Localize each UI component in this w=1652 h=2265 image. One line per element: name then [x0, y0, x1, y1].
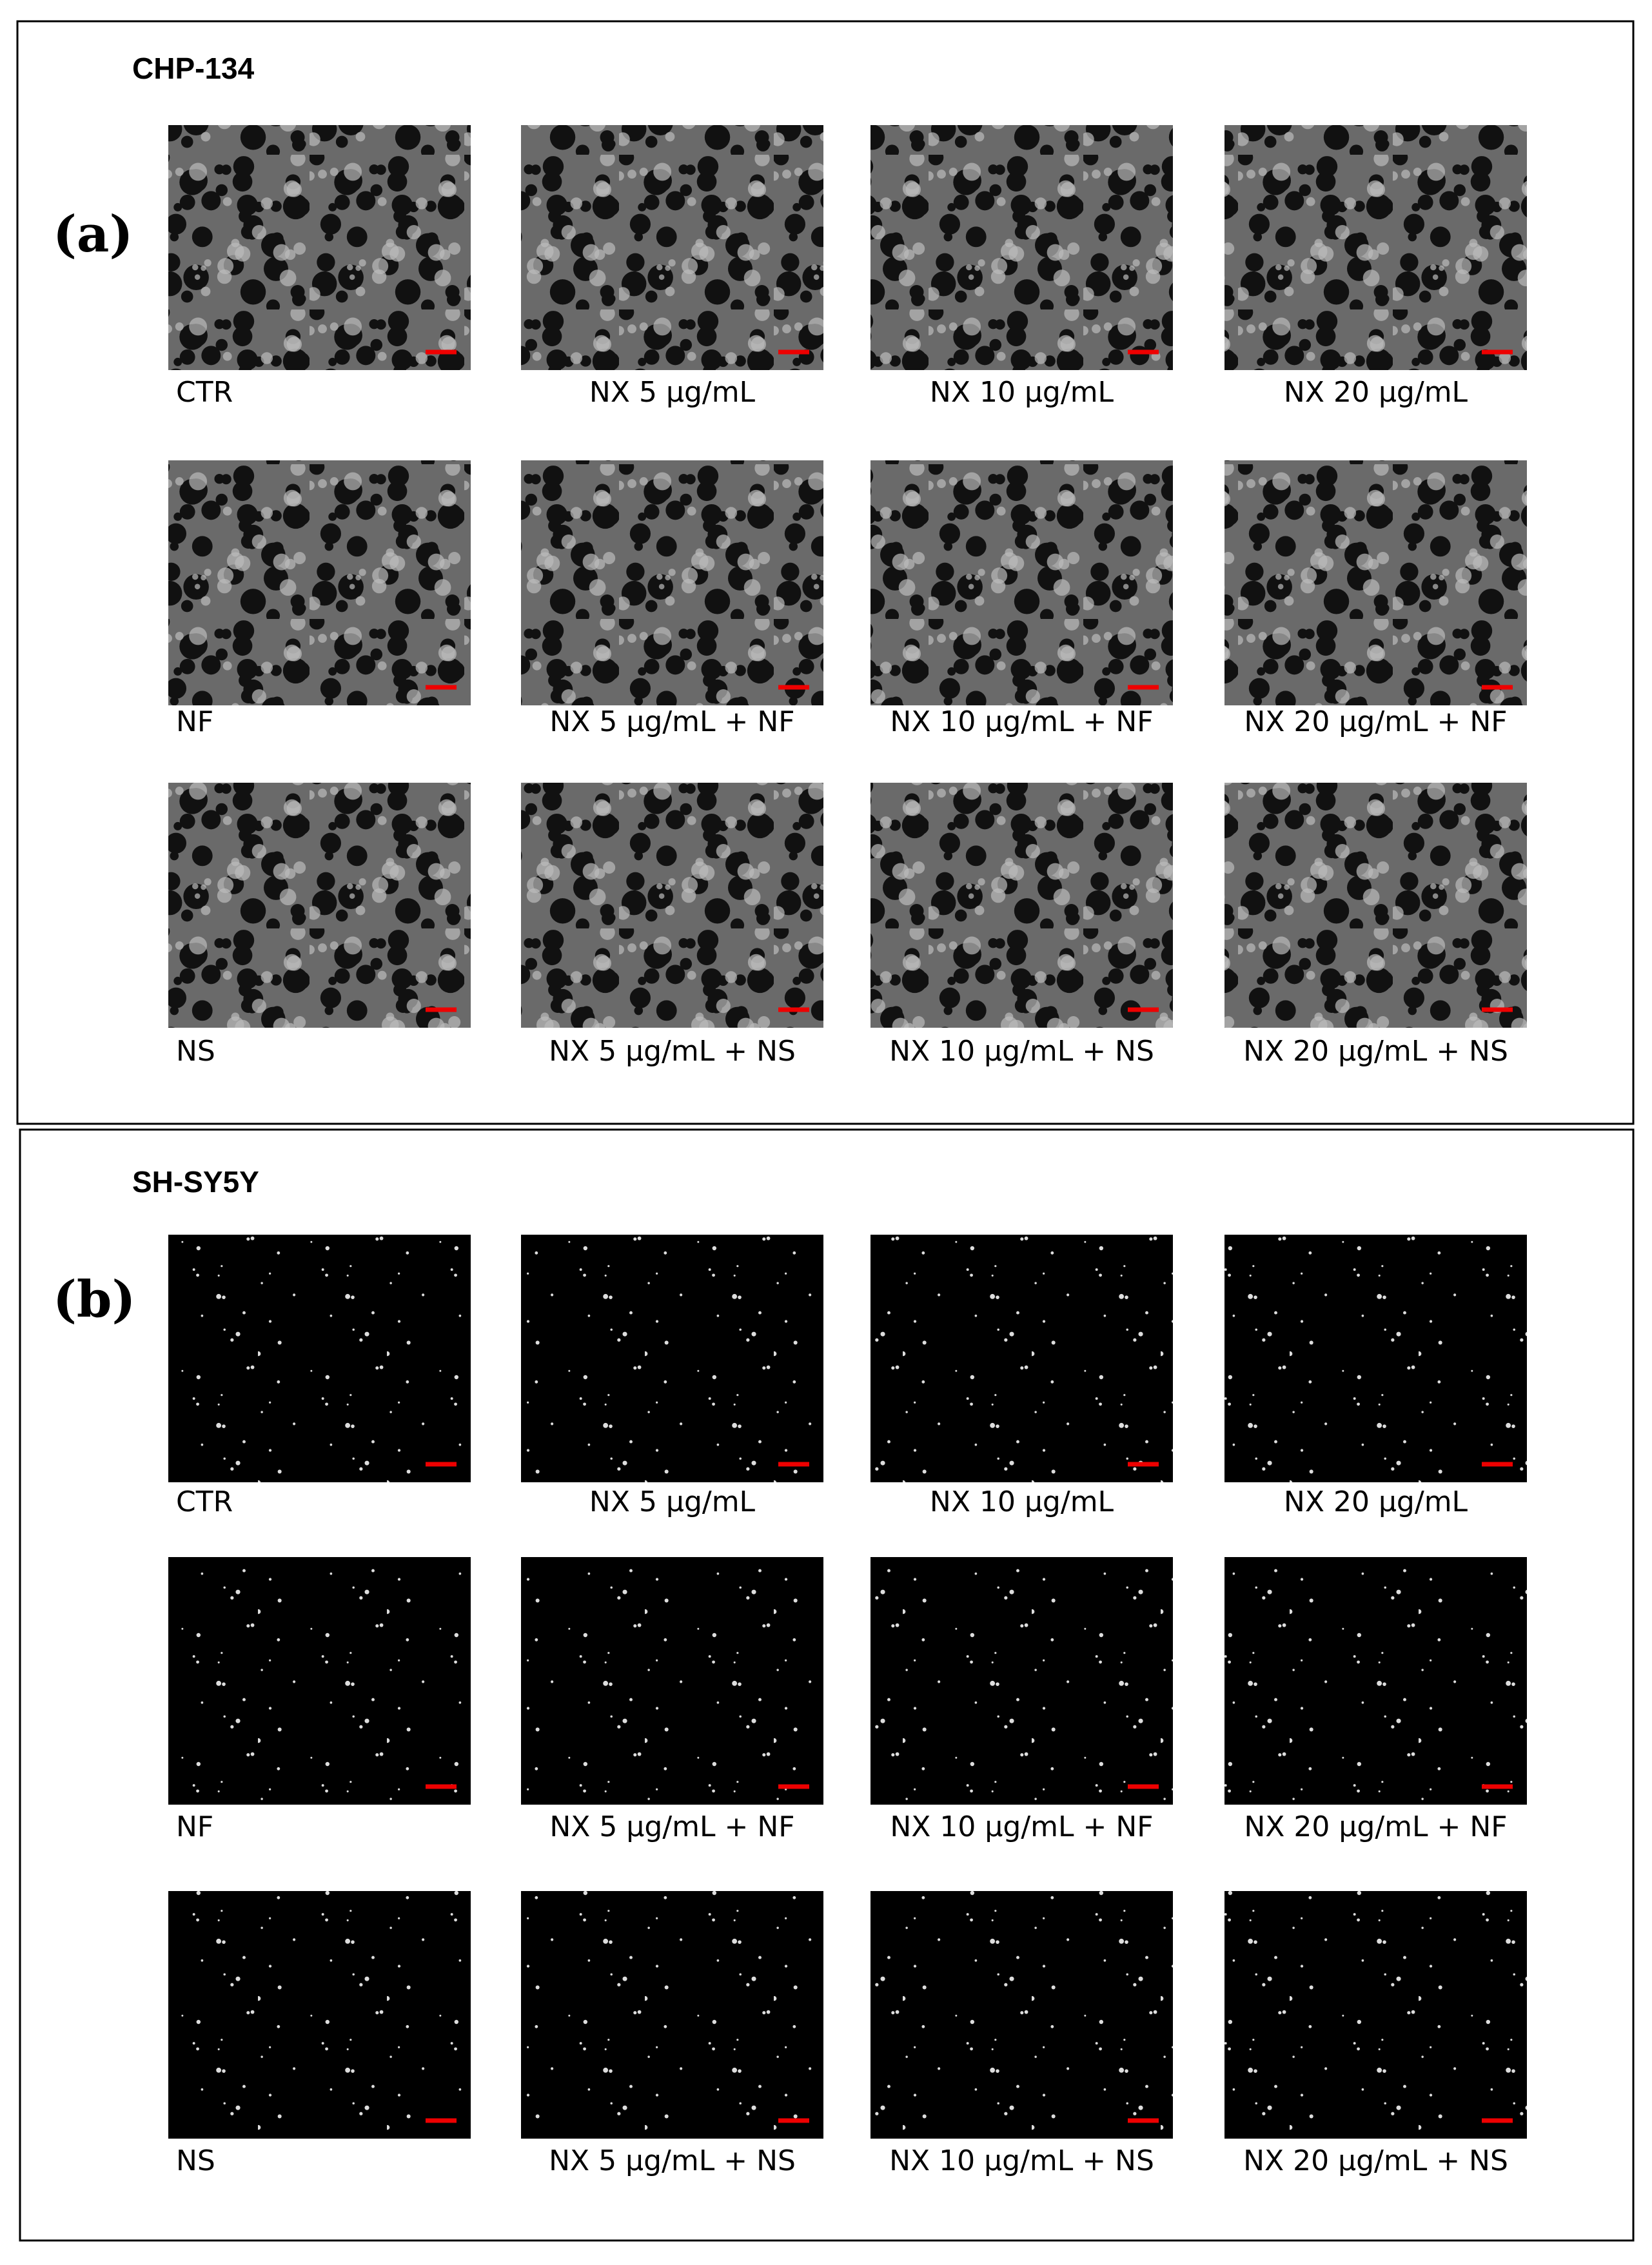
- micrograph: [168, 460, 471, 705]
- micrograph: [870, 783, 1173, 1028]
- micrograph: [168, 1235, 471, 1482]
- micrograph: [1224, 1891, 1527, 2139]
- panel-frame: [16, 20, 1635, 1125]
- micrograph: [521, 1891, 823, 2139]
- image-caption: NX 5 μg/mL + NS: [549, 1035, 796, 1068]
- panel-frame: [19, 1128, 1635, 2242]
- micrograph: [521, 125, 823, 370]
- image-caption: NX 5 μg/mL + NF: [549, 705, 794, 738]
- image-caption: NX 20 μg/mL: [1284, 1485, 1468, 1518]
- image-caption: NX 5 μg/mL: [589, 376, 756, 409]
- image-caption: NX 10 μg/mL + NS: [889, 1035, 1154, 1068]
- micrograph: [870, 1557, 1173, 1805]
- micrograph: [1224, 783, 1527, 1028]
- image-caption: NX 10 μg/mL: [930, 1485, 1114, 1518]
- image-caption: NX 5 μg/mL: [589, 1485, 756, 1518]
- panel-label: (a): [53, 205, 133, 264]
- micrograph: [1224, 125, 1527, 370]
- image-caption: CTR: [176, 376, 233, 409]
- image-caption: NX 20 μg/mL: [1284, 376, 1468, 409]
- micrograph: [1224, 460, 1527, 705]
- image-caption: NX 20 μg/mL + NF: [1244, 705, 1507, 738]
- panel-title: CHP-134: [132, 52, 255, 85]
- panel-title: SH-SY5Y: [132, 1165, 259, 1199]
- micrograph: [168, 125, 471, 370]
- micrograph: [870, 1891, 1173, 2139]
- micrograph: [1224, 1557, 1527, 1805]
- image-caption: NX 20 μg/mL + NS: [1243, 1035, 1508, 1068]
- panel-label: (b): [53, 1270, 135, 1329]
- image-caption: NX 10 μg/mL + NS: [889, 2144, 1154, 2177]
- micrograph: [870, 1235, 1173, 1482]
- image-caption: NF: [176, 1810, 213, 1843]
- micrograph: [870, 460, 1173, 705]
- micrograph: [168, 783, 471, 1028]
- image-caption: NS: [176, 1035, 215, 1068]
- micrograph: [870, 125, 1173, 370]
- image-caption: CTR: [176, 1485, 233, 1518]
- image-caption: NX 10 μg/mL + NF: [890, 1810, 1153, 1843]
- image-caption: NX 10 μg/mL + NF: [890, 705, 1153, 738]
- micrograph: [521, 460, 823, 705]
- image-caption: NX 10 μg/mL: [930, 376, 1114, 409]
- micrograph: [521, 1557, 823, 1805]
- image-caption: NX 20 μg/mL + NF: [1244, 1810, 1507, 1843]
- image-caption: NX 5 μg/mL + NS: [549, 2144, 796, 2177]
- micrograph: [521, 1235, 823, 1482]
- image-caption: NX 5 μg/mL + NF: [549, 1810, 794, 1843]
- micrograph: [168, 1891, 471, 2139]
- image-caption: NF: [176, 705, 213, 738]
- micrograph: [1224, 1235, 1527, 1482]
- micrograph: [521, 783, 823, 1028]
- micrograph: [168, 1557, 471, 1805]
- image-caption: NS: [176, 2144, 215, 2177]
- image-caption: NX 20 μg/mL + NS: [1243, 2144, 1508, 2177]
